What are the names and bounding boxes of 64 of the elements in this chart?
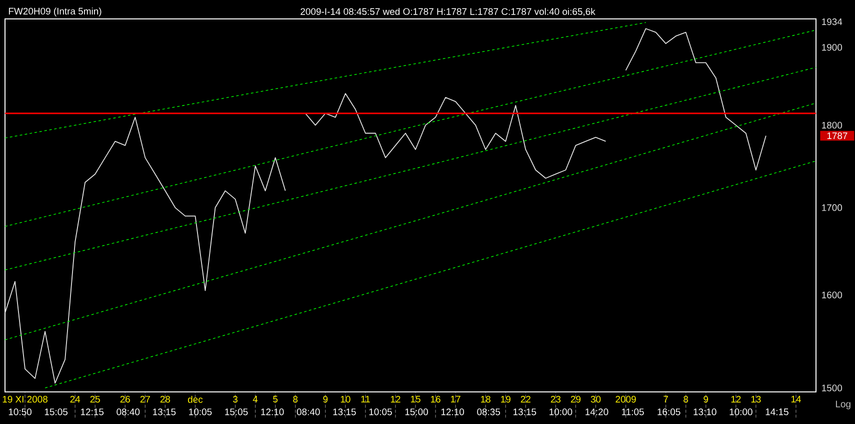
x-tick-label: 5 xyxy=(273,396,278,402)
x-tick-label: 30 xyxy=(590,396,601,403)
x-tick-label: 17 xyxy=(451,396,460,402)
x-tick-label: 8 xyxy=(293,396,298,403)
x-tick-label: 27 xyxy=(140,396,150,402)
text: Log xyxy=(836,400,850,410)
y-tick-label: 1700 xyxy=(822,204,842,212)
chart-subtitle: 2009-I-14 08:45:57 wed O:1787 H:1787 L:1787 C:1787 vol:40 oi:65,6k xyxy=(300,8,596,16)
x-tick-label: 16 xyxy=(430,396,440,403)
text: 15:00 xyxy=(405,408,428,416)
text: 13:15 xyxy=(333,408,356,416)
text: 10:00 xyxy=(730,408,752,416)
x-tick-label: 29 xyxy=(570,396,581,403)
text: 15:05 xyxy=(225,408,248,416)
x-tick-label: 19 XI 2008 xyxy=(2,396,48,403)
x-tick-label: 22 xyxy=(520,396,530,402)
y-tick-label: 1500 xyxy=(822,384,842,392)
x-tick-label: 26 xyxy=(120,396,130,403)
x-tick-label: 9 xyxy=(704,396,708,403)
y-tick-label: 1900 xyxy=(822,44,842,51)
y-tick-label: 1800 xyxy=(822,122,842,129)
y-tick-label: 1934 xyxy=(822,18,842,26)
x-tick-label: 12 xyxy=(731,396,741,402)
text: 12:10 xyxy=(261,408,284,416)
x-tick-label: dec xyxy=(188,396,203,403)
text: 14:15 xyxy=(766,408,788,416)
x-tick-label: 18 xyxy=(481,396,490,403)
text: 12:10 xyxy=(441,408,464,416)
x-tick-label: 2009 xyxy=(616,396,636,403)
chart-title: FW20H09 (Intra 5min) xyxy=(8,8,102,16)
x-tick-label: 24 xyxy=(70,396,80,402)
x-tick-label: 14 xyxy=(791,396,801,402)
text: 13:15 xyxy=(153,408,176,416)
text: 14:20 xyxy=(586,408,608,416)
x-tick-label: 25 xyxy=(90,396,100,403)
text: 13:15 xyxy=(514,408,536,416)
x-tick-label: 4 xyxy=(252,396,258,402)
x-tick-label: 10 xyxy=(340,396,350,403)
x-tick-label: 19 xyxy=(501,396,510,403)
x-tick-label: 9 xyxy=(323,396,328,403)
x-tick-label: 12 xyxy=(390,396,400,402)
text: 10:00 xyxy=(550,408,572,416)
x-tick-label: 13 xyxy=(751,396,761,403)
text: 11:05 xyxy=(622,408,644,416)
text: 10:50 xyxy=(8,408,32,416)
y-tick-label: 1600 xyxy=(822,292,842,298)
x-tick-label: 28 xyxy=(160,396,170,403)
line-series xyxy=(4,22,646,138)
x-tick-label: 23 xyxy=(550,396,561,403)
text: 15:05 xyxy=(44,408,68,416)
text: 16:05 xyxy=(658,408,680,416)
text: 08:35 xyxy=(477,408,500,416)
text: 08:40 xyxy=(116,408,140,416)
text: 1787 xyxy=(827,132,848,140)
x-tick-label: 15 xyxy=(410,396,420,402)
text: 13:10 xyxy=(694,408,716,416)
text: 10:05 xyxy=(189,408,212,416)
x-tick-label: 7 xyxy=(664,396,668,402)
text: 12:15 xyxy=(80,408,104,416)
text: 10:05 xyxy=(369,408,392,416)
x-tick-label: 11 xyxy=(361,396,370,402)
x-tick-label: 3 xyxy=(233,396,238,403)
text: 08:40 xyxy=(296,408,320,416)
x-tick-label: 8 xyxy=(684,396,688,403)
